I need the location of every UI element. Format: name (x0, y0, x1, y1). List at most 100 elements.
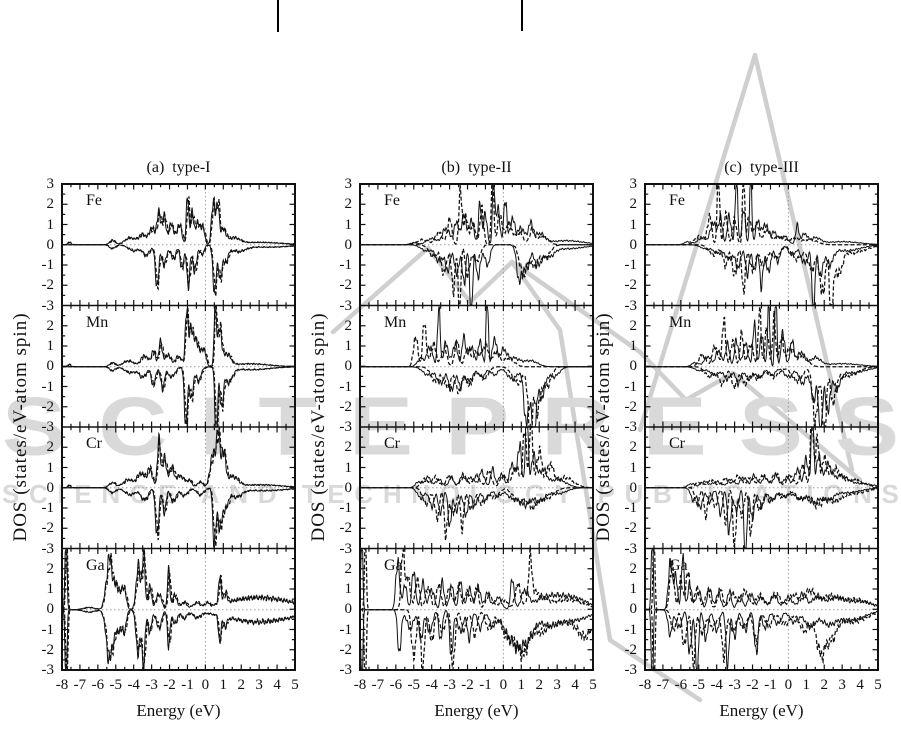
x-tick-label: -2 (461, 677, 474, 693)
y-tick-label: -2 (41, 641, 55, 658)
dos-panel-b-Mn (360, 305, 593, 427)
dos-curve-dash-down (62, 365, 295, 427)
dos-curve-dash-down (645, 487, 878, 549)
dos-curve-dash-up (645, 548, 878, 610)
x-tick-label: -2 (163, 677, 176, 693)
dos-panel-a-Cr (62, 427, 295, 549)
y-tick-label: -2 (41, 277, 55, 294)
dos-curve-dash-down (645, 365, 878, 427)
element-label-Cr: Cr (669, 435, 685, 452)
y-tick-label: -1 (624, 257, 638, 273)
dos-panel-c-Fe (645, 184, 878, 306)
watermark-letter: O (439, 479, 460, 509)
x-tick-label: -5 (109, 677, 123, 693)
y-tick-label: 0 (344, 358, 353, 375)
column-title-c: (c) type-III (724, 159, 799, 176)
x-tick-label: -3 (728, 677, 741, 693)
y-tick-label: 1 (629, 338, 638, 354)
dos-curve-dash-down (360, 244, 593, 306)
y-tick-label: 2 (344, 196, 353, 213)
y-tick-label: -3 (41, 297, 55, 314)
y-tick-label: 2 (344, 317, 353, 334)
x-tick-label: 3 (838, 677, 846, 693)
y-tick-label: -1 (41, 500, 55, 516)
x-tick-label: -4 (127, 677, 140, 693)
y-tick-label: -3 (624, 297, 638, 314)
watermark-letter: Y (554, 479, 573, 509)
watermark-letter: E (74, 479, 92, 509)
dos-panel-a-Ga (62, 548, 295, 670)
y-tick-label: -2 (41, 398, 55, 415)
dos-curve-dash-down (360, 365, 593, 427)
y-tick-label: -3 (624, 540, 638, 557)
dos-curve-solid-down (645, 608, 878, 670)
y-tick-label: 0 (344, 236, 353, 253)
page-column-rule-left (277, 0, 279, 32)
y-tick-label: -2 (624, 277, 638, 294)
y-tick-label: -2 (339, 277, 353, 294)
watermark-letter: B (653, 479, 672, 509)
dos-curve-dash-down (62, 487, 295, 547)
y-tick-label: 2 (344, 560, 353, 577)
watermark-letter: U (624, 479, 644, 509)
x-tick-label: -7 (656, 677, 670, 693)
y-tick-label: -2 (339, 520, 353, 537)
dos-curve-dash-down (62, 608, 295, 670)
column-title-a: (a) type-I (146, 159, 211, 176)
y-tick-label: 2 (46, 560, 55, 577)
y-tick-label: 0 (46, 479, 55, 496)
y-tick-label: 2 (629, 317, 638, 334)
y-tick-label: -3 (41, 540, 55, 557)
y-tick-label: 2 (46, 439, 55, 456)
y-tick-label: -3 (339, 419, 353, 435)
x-tick-label: 1 (517, 677, 526, 693)
x-tick-label: -6 (674, 677, 688, 693)
x-tick-label: -3 (443, 677, 456, 693)
x-tick-label: 0 (201, 677, 210, 693)
y-tick-label: -1 (339, 621, 353, 638)
dos-curve-solid-up (645, 548, 878, 610)
x-tick-label: -5 (692, 677, 706, 693)
x-axis-label-c: Energy (eV) (719, 701, 804, 720)
x-tick-label: 4 (571, 677, 579, 693)
y-tick-label: -3 (624, 419, 638, 435)
y-tick-label: 1 (344, 216, 353, 233)
x-tick-label: 4 (273, 677, 281, 693)
watermark-letter: H (382, 479, 402, 509)
y-tick-label: -2 (339, 641, 353, 658)
y-tick-label: 0 (629, 479, 638, 496)
dos-curve-solid-up (645, 184, 878, 246)
y-tick-label: -1 (624, 378, 638, 395)
watermark-letter: I (806, 479, 814, 509)
dos-panel-c-Ga (645, 548, 878, 670)
y-tick-label: -2 (339, 398, 353, 415)
y-tick-label: 2 (344, 439, 353, 456)
y-tick-label: 2 (629, 196, 638, 213)
y-tick-label: -1 (41, 378, 55, 395)
y-tick-label: 1 (629, 216, 638, 233)
y-tick-label: -2 (624, 520, 638, 537)
x-tick-label: -1 (181, 677, 194, 693)
y-tick-label: -2 (624, 398, 638, 415)
dos-panel-b-Ga (360, 548, 593, 670)
y-tick-label: 2 (629, 439, 638, 456)
watermark-letter: N (853, 479, 872, 509)
y-tick-label: -2 (41, 520, 55, 537)
element-label-Mn: Mn (86, 313, 109, 331)
x-tick-label: 0 (784, 677, 793, 693)
y-tick-label: -3 (624, 662, 638, 678)
y-tick-label: -3 (41, 419, 55, 435)
x-tick-label: -7 (73, 677, 87, 693)
y-tick-label: 1 (46, 216, 55, 233)
y-tick-label: -3 (339, 540, 353, 557)
y-tick-label: -1 (624, 621, 638, 638)
watermark-letter: D (257, 479, 277, 509)
dos-panel-a-Fe (62, 184, 295, 306)
x-tick-label: 2 (820, 677, 828, 693)
y-tick-label: 2 (46, 196, 55, 213)
y-tick-label: 1 (629, 459, 638, 476)
watermark-letter: E (327, 479, 345, 509)
watermark-letter: T (301, 479, 318, 509)
